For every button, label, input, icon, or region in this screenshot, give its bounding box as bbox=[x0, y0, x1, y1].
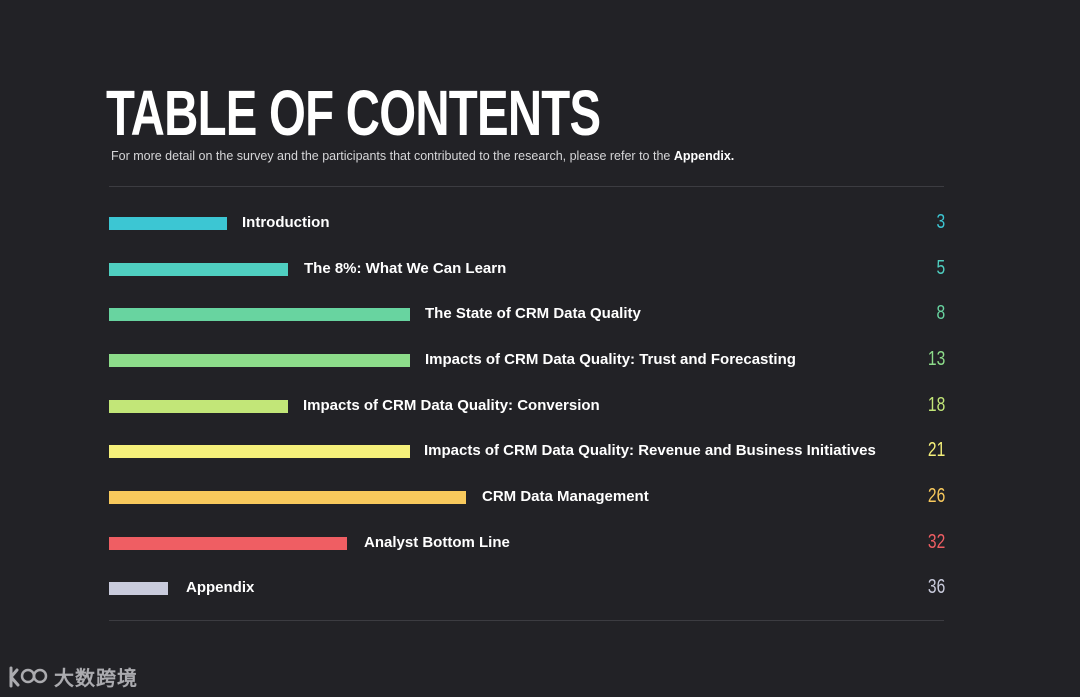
toc-page-number: 8 bbox=[936, 302, 945, 324]
appendix-reference-link[interactable]: Appendix. bbox=[673, 149, 735, 163]
page-subtitle: For more detail on the survey and the pa… bbox=[111, 149, 734, 163]
toc-page-number: 32 bbox=[927, 531, 945, 553]
toc-page-number: 18 bbox=[927, 394, 945, 416]
toc-color-bar bbox=[109, 445, 410, 458]
toc-entry[interactable]: The State of CRM Data Quality 8 bbox=[109, 299, 945, 329]
toc-entry-label: The 8%: What We Can Learn bbox=[304, 260, 507, 277]
toc-color-bar bbox=[109, 217, 227, 230]
watermark: 大数跨境 bbox=[8, 662, 138, 691]
bottom-divider bbox=[109, 620, 944, 621]
subtitle-text: For more detail on the survey and the pa… bbox=[111, 149, 674, 163]
watermark-text: 大数跨境 bbox=[54, 668, 138, 690]
toc-entry[interactable]: CRM Data Management 26 bbox=[109, 482, 945, 512]
toc-color-bar bbox=[109, 354, 410, 367]
toc-entry-label: Impacts of CRM Data Quality: Revenue and… bbox=[424, 442, 876, 459]
toc-page-number: 26 bbox=[927, 485, 945, 507]
toc-entry[interactable]: Impacts of CRM Data Quality: Trust and F… bbox=[109, 345, 945, 375]
toc-color-bar bbox=[109, 537, 347, 550]
toc-entry[interactable]: The 8%: What We Can Learn 5 bbox=[109, 254, 945, 284]
toc-entry-label: Impacts of CRM Data Quality: Trust and F… bbox=[425, 351, 796, 368]
toc-entry-label: Impacts of CRM Data Quality: Conversion bbox=[303, 397, 600, 414]
toc-page-number: 13 bbox=[927, 348, 945, 370]
toc-entry-label: CRM Data Management bbox=[482, 488, 649, 505]
top-divider bbox=[109, 186, 944, 187]
toc-page-number: 21 bbox=[927, 439, 945, 461]
toc-entry[interactable]: Introduction 3 bbox=[109, 208, 945, 238]
toc-color-bar bbox=[109, 263, 288, 276]
toc-entry[interactable]: Analyst Bottom Line 32 bbox=[109, 528, 945, 558]
toc-page-number: 3 bbox=[936, 211, 945, 233]
toc-color-bar bbox=[109, 582, 168, 595]
toc-color-bar bbox=[109, 491, 466, 504]
toc-page-number: 5 bbox=[936, 257, 945, 279]
page-title: TABLE OF CONTENTS bbox=[106, 77, 601, 149]
toc-entry-label: Introduction bbox=[242, 214, 330, 231]
toc-entry-label: Analyst Bottom Line bbox=[364, 534, 510, 551]
toc-color-bar bbox=[109, 308, 410, 321]
toc-entry-label: The State of CRM Data Quality bbox=[425, 305, 641, 322]
toc-entry[interactable]: Impacts of CRM Data Quality: Revenue and… bbox=[109, 436, 945, 466]
watermark-logo-icon bbox=[8, 664, 48, 690]
toc-entry[interactable]: Impacts of CRM Data Quality: Conversion 1… bbox=[109, 391, 945, 421]
toc-entry-label: Appendix bbox=[186, 579, 255, 596]
toc-color-bar bbox=[109, 400, 288, 413]
toc-page-number: 36 bbox=[927, 576, 945, 598]
toc-entry[interactable]: Appendix 36 bbox=[109, 573, 945, 603]
